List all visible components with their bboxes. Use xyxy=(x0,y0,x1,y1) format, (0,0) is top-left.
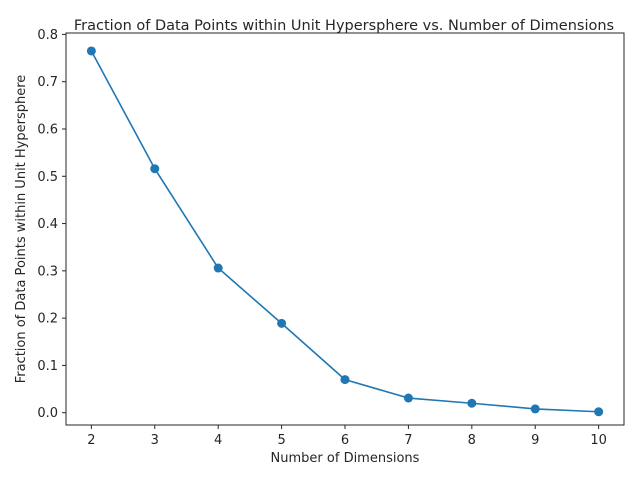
data-point xyxy=(213,263,223,273)
data-point xyxy=(150,164,160,174)
x-tick-label: 5 xyxy=(277,433,285,448)
x-tick-label: 3 xyxy=(151,433,159,448)
y-tick-label: 0.4 xyxy=(37,217,58,232)
x-tick-label: 4 xyxy=(214,433,222,448)
y-axis-label: Fraction of Data Points within Unit Hype… xyxy=(14,75,29,384)
x-tick-label: 7 xyxy=(404,433,412,448)
y-tick-label: 0.3 xyxy=(37,264,58,279)
x-tick-label: 8 xyxy=(468,433,476,448)
data-point xyxy=(86,46,96,56)
series-line xyxy=(90,50,599,413)
data-point xyxy=(403,393,413,403)
y-axis: 0.0 0.1 0.2 0.3 0.4 0.5 0.6 0.7 0.8 xyxy=(37,28,66,421)
y-tick-label: 0.7 xyxy=(37,75,58,90)
chart-title: Fraction of Data Points within Unit Hype… xyxy=(74,18,614,34)
x-axis-label: Number of Dimensions xyxy=(271,451,420,466)
x-axis: 2 3 4 5 6 7 8 9 10 xyxy=(87,425,607,448)
data-point xyxy=(467,398,477,408)
y-tick-label: 0.0 xyxy=(37,406,58,421)
y-tick-label: 0.1 xyxy=(37,359,58,374)
data-point xyxy=(530,404,540,414)
series-layer xyxy=(86,46,604,417)
x-tick-label: 9 xyxy=(531,433,539,448)
data-point xyxy=(340,375,350,385)
y-tick-label: 0.5 xyxy=(37,170,58,185)
y-tick-label: 0.2 xyxy=(37,312,58,327)
x-tick-label: 2 xyxy=(87,433,95,448)
plot-area xyxy=(65,32,625,426)
x-tick-label: 6 xyxy=(341,433,349,448)
y-tick-label: 0.8 xyxy=(37,28,58,43)
data-point xyxy=(594,407,604,417)
data-point xyxy=(277,318,287,328)
x-tick-label: 10 xyxy=(590,433,607,448)
y-tick-label: 0.6 xyxy=(37,122,58,137)
